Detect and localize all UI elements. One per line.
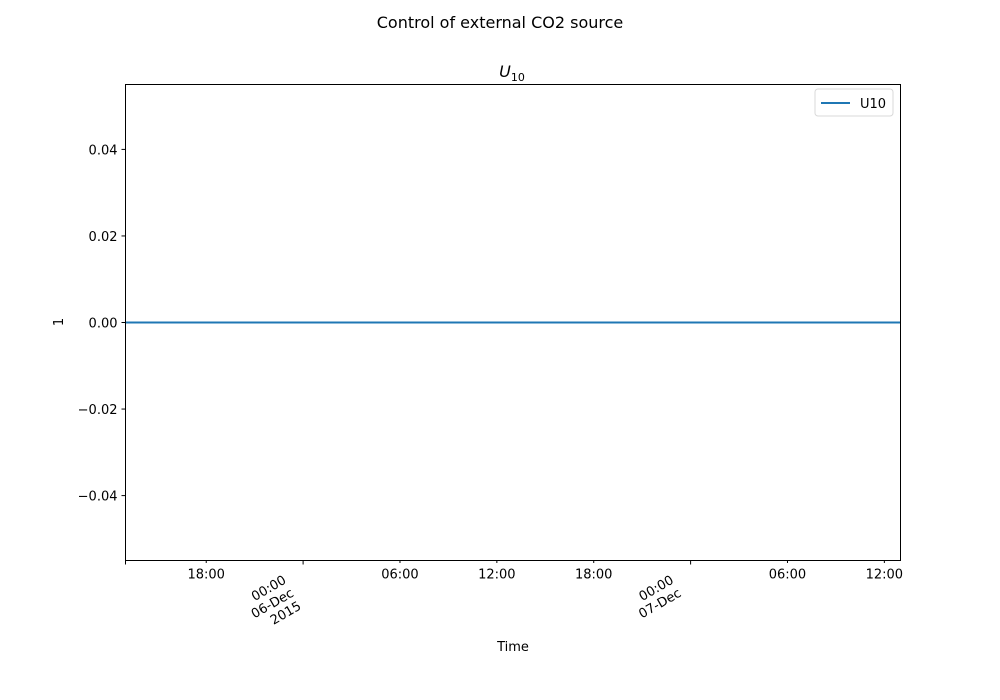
x-minor-tick-label: 18:00: [187, 568, 224, 583]
y-axis-label: 1: [52, 318, 67, 326]
chart-title-subscript: 10: [511, 71, 525, 84]
y-tick-label: 0.02: [89, 230, 118, 245]
chart-title: U10: [499, 62, 525, 84]
y-tick-label: 0.04: [89, 143, 118, 158]
y-tick-label: −0.02: [78, 403, 118, 418]
legend-frame: [814, 88, 894, 117]
x-axis-label: Time: [496, 640, 529, 655]
y-tick-label: 0.00: [89, 317, 118, 332]
axes-frame: [125, 84, 901, 561]
x-minor-tick-label: 12:00: [478, 568, 515, 583]
figure-suptitle: Control of external CO2 source: [377, 13, 624, 32]
x-minor-tick-label: 06:00: [381, 568, 418, 583]
legend: U10: [814, 88, 894, 117]
legend-label-u10: U10: [860, 97, 886, 112]
x-minor-tick-label: 12:00: [866, 568, 903, 583]
y-tick-label: −0.04: [78, 490, 118, 505]
chart-title-main: U: [499, 62, 511, 81]
x-minor-tick-label: 18:00: [575, 568, 612, 583]
x-minor-tick-label: 06:00: [769, 568, 806, 583]
y-axis-ticks: −0.04 −0.02 0.00 0.02 0.04: [78, 143, 126, 505]
